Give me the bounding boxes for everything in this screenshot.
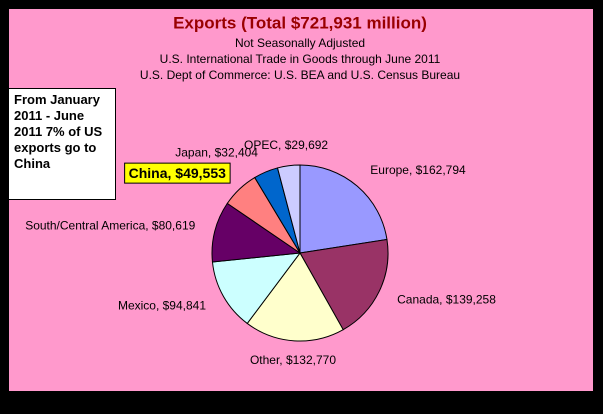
data-label: Mexico, $94,841 <box>118 298 206 312</box>
annotation: From January 2011 - June 2011 7% of US e… <box>8 88 116 200</box>
data-label: Europe, $162,794 <box>370 163 466 177</box>
subtitle: U.S. Dept of Commerce: U.S. BEA and U.S.… <box>140 68 460 82</box>
data-label: OPEC, $29,692 <box>244 138 328 152</box>
data-label: China, $49,553 <box>129 165 226 181</box>
pie-slice <box>246 252 344 342</box>
subtitle: Not Seasonally Adjusted <box>235 36 365 50</box>
pie-slice <box>299 238 389 331</box>
pie-slice <box>299 164 388 254</box>
pie-slice <box>211 252 302 325</box>
subtitle: U.S. International Trade in Goods throug… <box>160 52 441 66</box>
data-label: Canada, $139,258 <box>397 292 496 306</box>
data-label: South/Central America, $80,619 <box>25 219 195 233</box>
annotation-box: From January 2011 - June 2011 7% of US e… <box>8 88 116 200</box>
data-label: Japan, $32,404 <box>175 146 258 160</box>
data-label: Other, $132,770 <box>250 353 336 367</box>
pie-slice <box>276 164 301 254</box>
label-highlight <box>124 162 231 184</box>
chart-title: Exports (Total $721,931 million) <box>173 13 427 32</box>
